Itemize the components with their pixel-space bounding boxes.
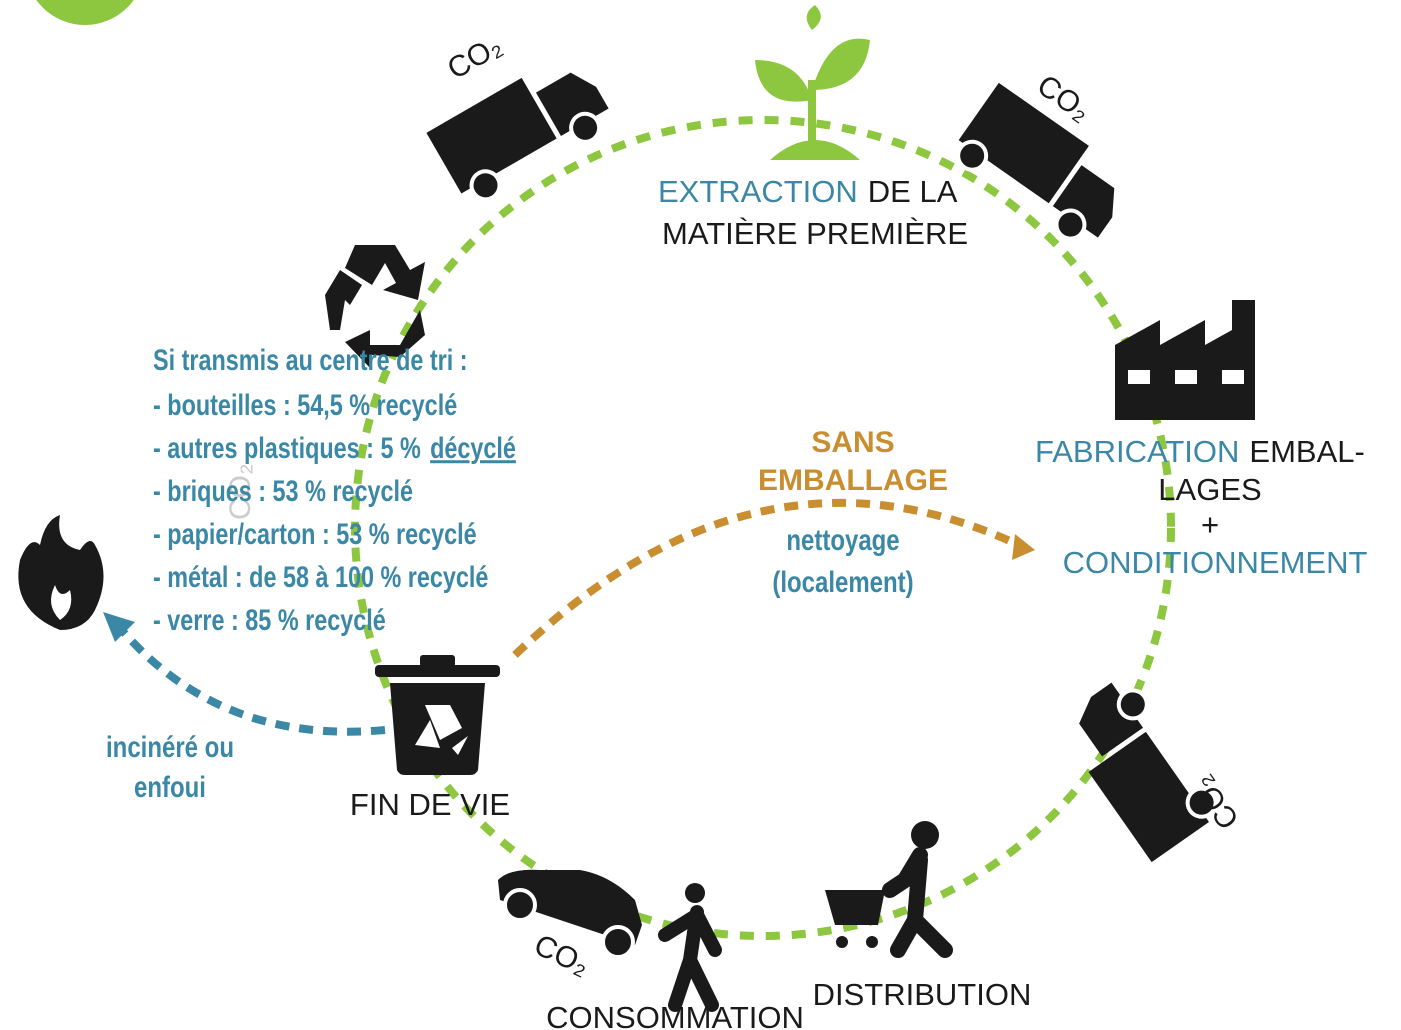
- reuse-arrow: [512, 498, 1027, 658]
- recycle-icon: [325, 245, 425, 370]
- recycling-line: - métal : de 58 à 100 % recyclé: [153, 560, 488, 593]
- recycling-line: - autres plastiques : 5 % décyclé: [153, 431, 516, 464]
- recycling-line: - bouteilles : 54,5 % recyclé: [153, 388, 457, 421]
- recycling-title: Si transmis au centre de tri :: [153, 343, 468, 376]
- stage-label: +: [1201, 507, 1219, 542]
- text: - autres plastiques : 5 %: [153, 431, 421, 464]
- factory-icon: [1115, 300, 1255, 420]
- stage-label: FABRICATION EMBAL-: [1035, 434, 1365, 469]
- plant-icon: [755, 5, 870, 160]
- corner-badge: [36, 0, 134, 25]
- shopper-icon: [825, 821, 953, 958]
- life-cycle-ring: [351, 116, 1175, 940]
- bin-icon: [375, 655, 500, 775]
- stage-label: CONDITIONNEMENT: [1063, 545, 1368, 580]
- incineration-label: enfoui: [134, 769, 206, 803]
- reuse-note: (localement): [772, 564, 913, 598]
- walker-icon: [658, 883, 722, 1012]
- co2-label: CO₂: [442, 29, 508, 86]
- reuse-title: EMBALLAGE: [758, 464, 948, 497]
- incineration-label: incinéré ou: [106, 729, 234, 763]
- stage-label: MATIÈRE PREMIÈRE: [662, 216, 968, 251]
- stage-label: EXTRACTION DE LA: [658, 174, 958, 209]
- fire-icon: [18, 515, 104, 630]
- faded-co2-label: CO₂: [224, 463, 257, 520]
- car-icon: [498, 869, 642, 959]
- stage-label: LAGES: [1158, 472, 1261, 507]
- highlight: FABRICATION: [1035, 434, 1239, 469]
- reuse-title: SANS: [811, 426, 894, 459]
- reuse-arrowhead: [1012, 534, 1035, 560]
- co2-label: CO₂: [529, 928, 594, 982]
- reuse-note: nettoyage: [786, 522, 899, 556]
- incineration-arrow: [116, 625, 386, 736]
- truck-icons: [426, 72, 1218, 863]
- stage-label: DISTRIBUTION: [813, 977, 1032, 1012]
- text: EMBAL-: [1249, 434, 1364, 469]
- incineration-arrowhead: [103, 612, 135, 642]
- highlight: EXTRACTION: [658, 174, 858, 209]
- recycling-line: - papier/carton : 53 % recyclé: [153, 517, 477, 550]
- recycling-line: - verre : 85 % recyclé: [153, 603, 386, 636]
- underlined-text: décyclé: [430, 431, 516, 464]
- recycling-line: - briques : 53 % recyclé: [153, 474, 413, 507]
- stage-label: CONSOMMATION: [546, 1000, 804, 1030]
- stage-label: FIN DE VIE: [350, 787, 510, 822]
- text: DE LA: [868, 174, 958, 209]
- recycling-text: Si transmis au centre de tri : - bouteil…: [153, 343, 516, 636]
